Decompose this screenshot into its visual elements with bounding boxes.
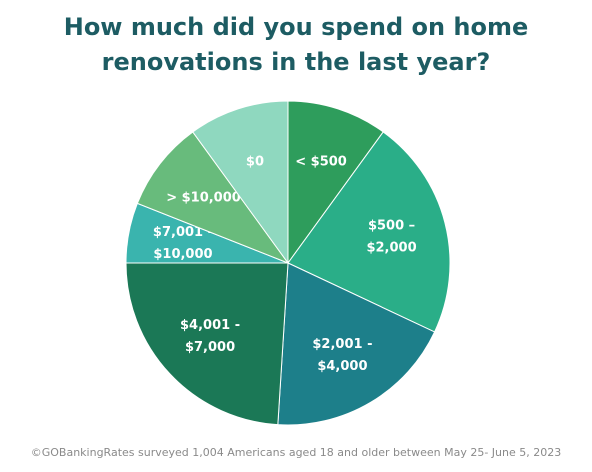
slice-label: $4,001 -$7,000 (180, 318, 240, 355)
pie-slice (277, 262, 436, 426)
pie-slice (192, 100, 289, 265)
pie-slice (125, 262, 289, 426)
chart: < $500 $500 – $2,000 $2,001 -$4,000 $4,001 -… (125, 100, 451, 426)
slice-label: < $500 (295, 154, 347, 169)
chart-title: How much did you spend on home renovatio… (63, 13, 529, 76)
slice-label: $7,001 -$10,000 (153, 224, 213, 261)
pie-slice (287, 100, 384, 265)
slice-label: $0 (246, 154, 264, 169)
pie-slice (136, 131, 290, 265)
slice-label: > $10,000 (166, 190, 241, 205)
slice-label: $2,001 -$4,000 (312, 337, 372, 374)
slice-label: $500 – $2,000 (366, 218, 416, 255)
footnote: ©GOBankingRates surveyed 1,004 Americans… (30, 446, 562, 459)
